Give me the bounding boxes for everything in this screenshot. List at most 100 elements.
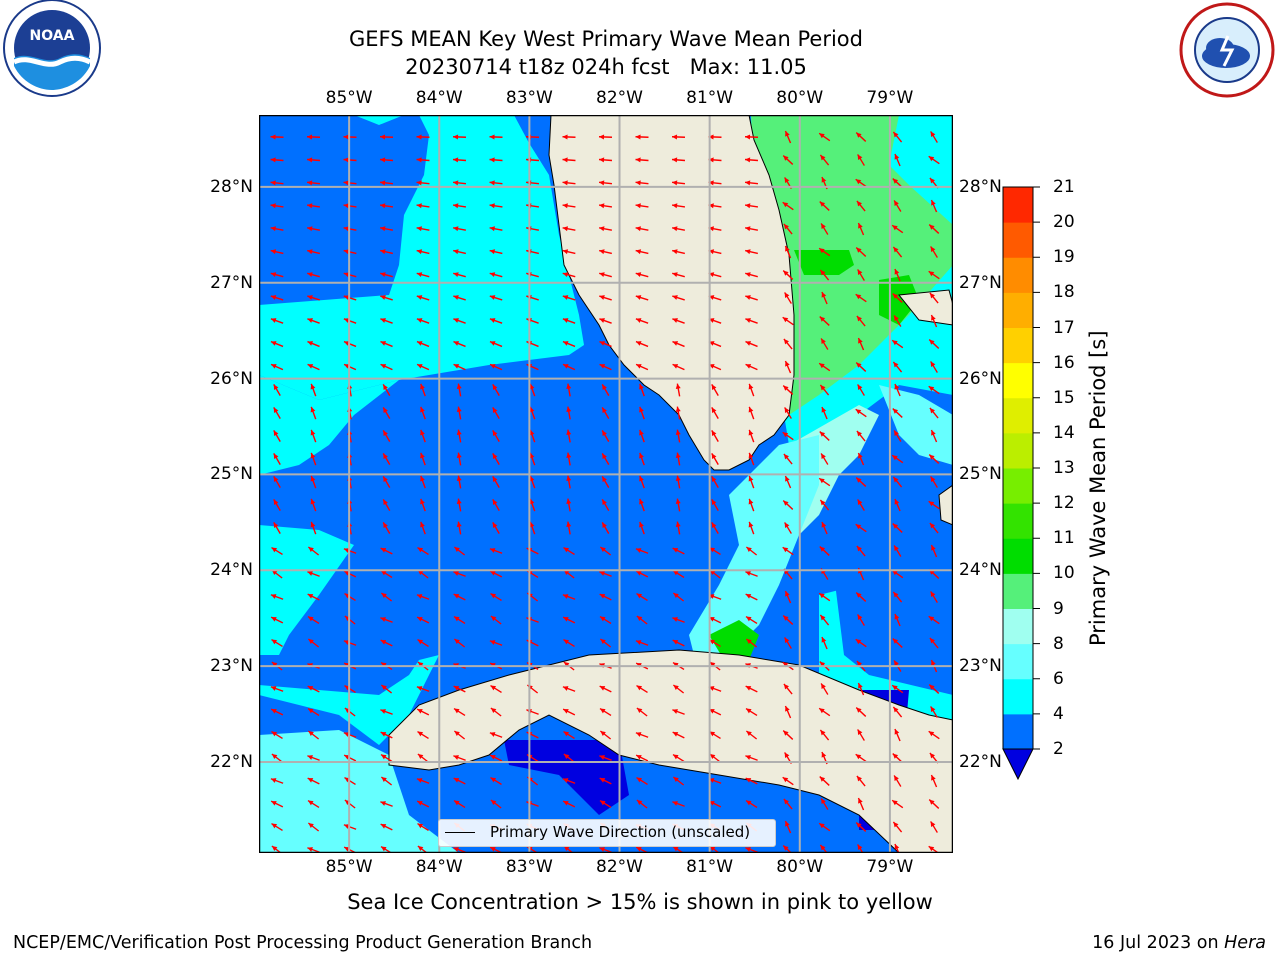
wave-direction-arrow xyxy=(636,776,648,786)
wave-direction-arrow xyxy=(672,340,685,348)
wave-direction-arrow xyxy=(744,226,759,232)
wave-direction-arrow xyxy=(380,592,393,602)
wave-direction-arrow xyxy=(636,707,648,717)
wave-direction-arrow xyxy=(566,452,572,466)
latitude-label: 23°N xyxy=(959,656,1002,677)
wave-direction-arrow xyxy=(892,131,903,143)
wave-direction-arrow xyxy=(672,295,685,301)
wave-direction-arrow xyxy=(711,407,719,419)
wave-direction-arrow xyxy=(416,800,430,808)
wave-direction-arrow xyxy=(529,521,536,535)
wave-direction-arrow xyxy=(635,157,649,163)
wave-direction-arrow xyxy=(783,223,793,235)
wave-direction-arrow xyxy=(930,591,938,603)
wave-direction-arrow xyxy=(635,134,649,140)
wave-direction-arrow xyxy=(672,639,685,647)
wave-direction-arrow xyxy=(857,729,865,741)
wave-direction-arrow xyxy=(380,617,393,623)
wave-direction-arrow xyxy=(489,640,503,646)
wave-direction-arrow xyxy=(930,544,938,558)
wave-direction-arrow xyxy=(745,707,758,717)
wave-direction-arrow xyxy=(675,475,681,489)
wave-direction-arrow xyxy=(417,569,429,579)
wave-direction-arrow xyxy=(273,430,281,442)
footer-credit: NCEP/EMC/Verification Post Processing Pr… xyxy=(13,933,593,953)
wave-direction-arrow xyxy=(636,615,648,625)
wave-direction-arrow xyxy=(745,340,758,348)
wave-direction-arrow xyxy=(856,775,866,787)
wave-direction-arrow xyxy=(453,707,466,717)
period-band-below-2-cuba xyxy=(504,740,629,815)
wave-direction-arrow xyxy=(562,800,576,808)
wave-direction-arrow xyxy=(566,429,572,443)
wave-direction-arrow xyxy=(599,847,612,853)
wave-direction-arrow xyxy=(818,592,831,602)
wave-direction-arrow xyxy=(744,157,759,163)
wave-direction-arrow xyxy=(672,569,685,579)
wave-direction-arrow xyxy=(782,615,794,625)
wave-direction-arrow xyxy=(855,638,867,648)
colorbar-tick-label: 15 xyxy=(1053,387,1075,408)
wave-direction-arrow xyxy=(820,683,829,695)
wave-direction-arrow xyxy=(894,498,901,512)
wave-direction-arrow xyxy=(379,203,394,209)
wave-direction-arrow xyxy=(930,706,938,718)
wave-direction-arrow xyxy=(745,593,758,601)
wave-direction-arrow xyxy=(857,452,865,466)
wave-direction-arrow xyxy=(310,383,317,397)
wave-direction-arrow xyxy=(711,430,719,442)
wave-direction-arrow xyxy=(417,753,429,763)
wave-direction-arrow xyxy=(748,406,755,420)
colorbar-segment xyxy=(1003,187,1033,223)
wave-direction-arrow xyxy=(819,431,830,441)
wave-direction-arrow xyxy=(892,293,903,303)
wave-direction-arrow xyxy=(416,594,430,600)
wave-direction-arrow xyxy=(310,475,317,489)
wave-direction-arrow xyxy=(672,709,685,715)
colorbar-segment xyxy=(1003,538,1033,574)
wave-direction-arrow xyxy=(748,383,755,397)
wave-direction-arrow xyxy=(271,569,283,579)
wave-direction-arrow xyxy=(380,684,393,694)
wave-direction-arrow xyxy=(635,180,649,186)
footer-date: 16 Jul 2023 on Hera xyxy=(1092,933,1266,953)
wave-direction-arrow xyxy=(562,203,576,209)
wave-direction-arrow xyxy=(599,571,612,577)
wave-direction-arrow xyxy=(271,546,283,556)
graticule xyxy=(259,115,953,853)
longitude-label: 85°W xyxy=(325,88,373,108)
wave-direction-arrow xyxy=(307,730,320,740)
wave-direction-arrow xyxy=(929,637,939,649)
wave-direction-arrow xyxy=(382,430,391,442)
wave-direction-arrow xyxy=(380,776,393,786)
wave-direction-arrow xyxy=(273,384,281,396)
wave-direction-arrow xyxy=(748,452,755,466)
wave-direction-arrow xyxy=(453,593,466,601)
wave-direction-arrow xyxy=(489,249,503,255)
wave-direction-arrow xyxy=(784,407,792,419)
legend-line-swatch xyxy=(445,832,475,833)
wave-direction-arrow xyxy=(892,246,903,258)
wave-direction-arrow xyxy=(307,272,320,278)
wave-direction-arrow xyxy=(601,384,610,396)
wave-direction-arrow xyxy=(601,522,610,534)
wave-direction-arrow xyxy=(416,272,430,278)
wave-direction-arrow xyxy=(894,153,901,167)
latitude-label: 28°N xyxy=(210,176,253,197)
wave-direction-arrow xyxy=(672,801,685,807)
wave-direction-arrow xyxy=(782,155,794,165)
wave-direction-arrow xyxy=(416,226,430,232)
colorbar-segment xyxy=(1003,713,1033,750)
wave-direction-arrow xyxy=(490,592,502,602)
wave-direction-arrow xyxy=(566,521,572,535)
wave-direction-arrow xyxy=(855,592,867,602)
wave-direction-arrow xyxy=(599,340,612,348)
wave-direction-arrow xyxy=(307,799,320,809)
colorbar-tick-label: 21 xyxy=(1053,177,1075,197)
wave-direction-arrow xyxy=(671,226,686,232)
wave-direction-arrow xyxy=(456,498,462,512)
wave-direction-arrow xyxy=(635,548,649,554)
longitude-label: 81°W xyxy=(686,88,734,108)
colorbar-tick-label: 2 xyxy=(1053,739,1064,759)
longitude-label: 82°W xyxy=(596,88,643,108)
